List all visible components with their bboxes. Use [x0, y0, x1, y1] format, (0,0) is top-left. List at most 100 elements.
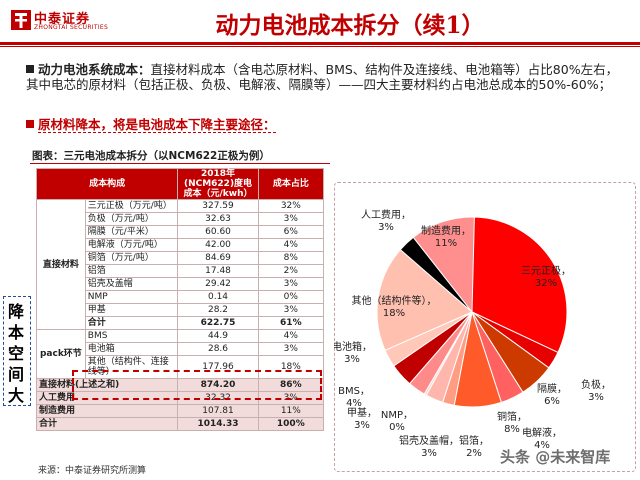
row-name: 负极（万元/吨） — [84, 212, 179, 226]
row-share: 4% — [257, 329, 325, 343]
pie-label: 铜箔， 8% — [497, 410, 527, 435]
row-name: 甲基 — [84, 303, 179, 317]
row-name: 三元正极（万元/吨） — [84, 199, 179, 213]
row-share: 32% — [257, 199, 325, 213]
row-cost: 107.81 — [177, 404, 259, 418]
table-row: NMP 0.14 0% — [37, 290, 325, 304]
row-share: 3% — [257, 277, 325, 291]
pie-label: 电解液， 4% — [522, 426, 562, 451]
row-cost: 84.69 — [177, 251, 259, 265]
row-name: 其他（结构件、连接线等） — [84, 355, 179, 379]
row-name: 直接材料(上述之和) — [35, 378, 179, 392]
row-cost: 17.48 — [177, 264, 259, 278]
side-char: 间 — [7, 365, 24, 384]
header-rule — [0, 42, 640, 45]
table-row: 负极（万元/吨） 32.63 3% — [37, 212, 325, 226]
row-cost: 60.60 — [177, 225, 259, 239]
table-row-summary: 制造费用 107.81 11% — [35, 404, 325, 418]
bullet-lead: 动力电池系统成本： — [38, 62, 151, 77]
row-name: 铜箔（万元/吨） — [84, 251, 179, 265]
row-cost: 0.14 — [177, 290, 259, 304]
source-note: 来源：中泰证券研究所测算 — [38, 466, 147, 476]
row-name: 合计 — [35, 417, 179, 431]
pie-label: NMP， 0% — [381, 410, 413, 433]
row-name: 铝箔 — [84, 264, 179, 278]
page-title: 动力电池成本拆分（续1） — [215, 12, 485, 39]
row-name: BMS — [84, 329, 179, 343]
side-char: 降 — [7, 302, 24, 321]
row-name: 隔膜（元/平米） — [84, 225, 179, 239]
row-name: 电解液（万元/吨） — [84, 238, 179, 252]
side-label-box — [3, 296, 31, 406]
row-name: 电池箱 — [84, 342, 179, 356]
pie-label: BMS， 4% — [338, 386, 370, 409]
table-row: pack环节 BMS 44.9 4% — [36, 329, 325, 379]
pie-slice — [471, 216, 568, 354]
table-row: 铜箔（万元/吨） 84.69 8% — [37, 251, 325, 265]
row-share: 6% — [257, 225, 325, 239]
pie-frame — [334, 182, 636, 472]
row-share: 86% — [257, 378, 325, 392]
row-cost: 32.63 — [177, 212, 259, 226]
pie-label: 三元正极， 32% — [521, 264, 571, 289]
row-cost: 42.00 — [177, 238, 259, 252]
side-char: 本 — [7, 323, 24, 342]
logo-text: 中泰证券 — [34, 12, 91, 27]
row-share: 61% — [257, 316, 325, 330]
table-header-row: 成本构成 2018年(NCM622)度电成本（元/kwh） 成本占比 — [35, 168, 325, 200]
table-row: 隔膜（元/平米） 60.60 6% — [37, 225, 325, 239]
row-share: 11% — [257, 404, 325, 418]
side-label: 降 本 空 间 大 — [6, 301, 26, 406]
pie-label: 制造费用， 11% — [421, 224, 471, 249]
bullet-square-icon — [26, 65, 34, 73]
table-row-subtotal: 合计 622.75 61% — [37, 316, 325, 330]
row-name: 制造费用 — [35, 404, 179, 418]
header-share: 成本占比 — [257, 168, 325, 200]
row-name: 铝壳及盖帽 — [84, 277, 179, 291]
logo-subtext: ZHONGTAI SECURITIES — [34, 24, 109, 31]
table-row: 直接材料 三元正极（万元/吨） 327.59 32% — [36, 199, 325, 330]
row-share: 4% — [257, 238, 325, 252]
row-name: NMP — [84, 290, 179, 304]
cost-pie-chart: 三元正极， 32% 负极， 3% 隔膜， 6% 电解液， 4%铜箔， 8% 铝箔， 2%铝壳及盖帽，… — [334, 208, 611, 459]
pie-label: 铝箔， 2% — [459, 434, 489, 459]
pie-label: 其他（结构件等）， 18% — [352, 294, 437, 319]
side-char: 大 — [7, 386, 24, 405]
row-name: 合计 — [84, 316, 179, 330]
pie-label: 隔膜， 6% — [537, 383, 567, 407]
row-share: 8% — [257, 251, 325, 265]
row-cost: 177.96 — [177, 355, 259, 379]
table-row-total: 合计 1014.33 100% — [35, 417, 325, 431]
row-cost: 1014.33 — [177, 417, 259, 431]
pie-slice — [376, 248, 473, 351]
side-char: 空 — [7, 344, 24, 363]
row-share: 3% — [257, 303, 325, 317]
row-cost: 28.6 — [177, 342, 259, 356]
pie-label: 甲基， 3% — [347, 406, 377, 431]
table-row: 电解液（万元/吨） 42.00 4% — [37, 238, 325, 252]
row-cost: 28.2 — [177, 303, 259, 317]
header-composition: 成本构成 — [35, 168, 179, 200]
bullet-text: 原材料降本，将是电池成本下降主要途径： — [38, 117, 276, 133]
table-row: 铝箔 17.48 2% — [37, 264, 325, 278]
row-cost: 622.75 — [177, 316, 259, 330]
row-share: 2% — [257, 264, 325, 278]
bullet-raw-material: 原材料降本，将是电池成本下降主要途径： — [26, 117, 621, 133]
row-share: 0% — [257, 290, 325, 304]
row-cost: 44.9 — [177, 329, 259, 343]
cost-table: 成本构成 2018年(NCM622)度电成本（元/kwh） 成本占比 直接材料 … — [35, 168, 325, 431]
watermark: 头条 @未来智库 — [500, 448, 611, 466]
row-cost: 29.42 — [177, 277, 259, 291]
pie-label: 负极， 3% — [581, 378, 611, 403]
pie-label: 电池箱， 3% — [334, 340, 372, 365]
pie-label: 人工费用， 3% — [361, 208, 411, 233]
row-cost: 327.59 — [177, 199, 259, 213]
bullet-system-cost: 动力电池系统成本：直接材料成本（含电芯原材料、BMS、结构件及连接线、电池箱等）… — [26, 62, 621, 92]
row-share: 3% — [257, 212, 325, 226]
header-rule-thin — [0, 46, 640, 47]
highlight-other-row — [72, 370, 322, 400]
figure-caption: 图表：三元电池成本拆分（以NCM622正极为例） — [32, 150, 270, 162]
pie-label: 铝壳及盖帽， 3% — [399, 434, 459, 459]
bullet-square-icon — [26, 120, 34, 128]
row-share: 3% — [257, 342, 325, 356]
